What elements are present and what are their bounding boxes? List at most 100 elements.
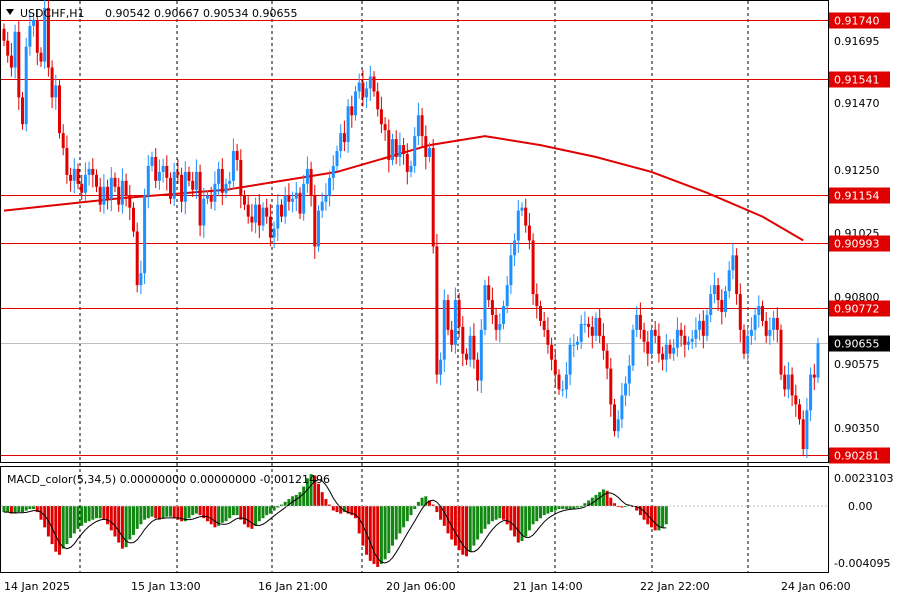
candle-body [120,180,124,205]
macd-bar [154,506,158,519]
candle-body [690,338,694,342]
candle-body [524,207,528,226]
price-axis[interactable]: 0.91695 0.91470 0.91250 0.91025 0.90800 … [834,35,880,435]
candle-body [91,168,95,175]
macd-bar [335,506,339,513]
price-tick: 0.90350 [834,422,880,435]
candle-body [176,171,180,175]
candle-body [720,300,724,312]
current-price-tag: 0.90655 [829,335,890,352]
candle-body [257,204,261,226]
macd-bar [553,506,557,511]
candle-body [187,171,191,181]
macd-bar [298,492,302,506]
macd-bar [368,506,372,561]
candle-body [457,300,461,327]
candle-body [794,395,798,405]
time-axis[interactable]: 14 Jan 2025 15 Jan 13:00 16 Jan 21:00 20… [4,580,851,593]
candle-body [672,347,676,354]
candle-body [405,154,409,172]
macd-bar [209,506,213,525]
macd-bar [9,506,13,514]
macd-bar [120,506,124,549]
macd-bar [143,506,147,520]
candle-body [294,192,298,199]
candle-body [50,67,54,98]
macd-axis-tick: -0.004095 [834,557,890,570]
macd-bar [313,475,317,506]
macd-bar [69,506,73,538]
macd-bar [590,497,594,506]
candle-body [328,177,332,196]
macd-bar [95,506,98,519]
candle-body [624,383,628,396]
candle-body [809,374,813,411]
macd-bar [509,506,513,531]
candle-body [613,404,616,432]
candle-body [579,323,583,342]
candle-body [627,365,631,384]
level-price-tags: 0.91740 0.91541 0.91154 0.90993 0.90772 0.902… [829,12,890,464]
candle-body [716,285,720,301]
macd-bar [420,497,424,506]
level-tag-bg [829,447,890,464]
candle-body [150,156,154,166]
candle-body [583,323,587,325]
candle-body [768,329,772,336]
candle-body [539,306,542,321]
triangle-down-icon[interactable] [6,9,14,15]
macd-bar [502,506,505,520]
candle-body [502,306,505,324]
macd-bar [601,489,605,506]
candle-body [701,320,705,336]
candle-body [531,240,535,295]
candle-body [731,255,735,271]
macd-bar [213,506,217,528]
candle-body [191,180,195,190]
macd-bar [376,506,380,567]
macd-bar [505,506,509,525]
candle-body [21,97,24,125]
macd-bar [239,506,243,520]
candle-body [206,195,209,199]
candle-body [161,165,165,172]
macd-bar [32,506,36,510]
macd-histogram [2,474,668,567]
candle-body [339,133,343,152]
candle-body [413,136,417,166]
candle-body [54,85,58,98]
candle-body [342,133,346,143]
macd-bar [383,506,387,560]
macd-bar [583,503,587,506]
candle-body [320,201,324,211]
candle-body [106,186,110,199]
candle-body [675,329,679,348]
macd-bar [439,506,443,520]
candle-body [220,168,224,193]
candle-body [17,31,21,98]
candle-body [139,273,143,286]
level-tag-label: 0.91740 [834,15,880,28]
macd-bar [527,506,531,531]
candle-body [620,395,624,420]
candle-body [746,335,750,354]
candle-body [790,374,794,396]
candle-body [561,389,565,391]
candle-body [291,198,295,202]
vertical-grid [79,1,749,572]
time-tick: 20 Jan 06:00 [386,580,456,593]
macd-bar [331,506,335,511]
macd-bar [520,506,524,542]
macd-bar [465,506,468,557]
macd-bar [653,506,657,531]
candle-body [39,52,43,62]
macd-bar [450,506,454,540]
candle-body [779,329,783,375]
candle-body [431,148,435,247]
macd-bar [13,506,17,514]
candle-body [254,204,258,223]
candle-body [490,300,494,315]
candle-body [268,216,272,238]
